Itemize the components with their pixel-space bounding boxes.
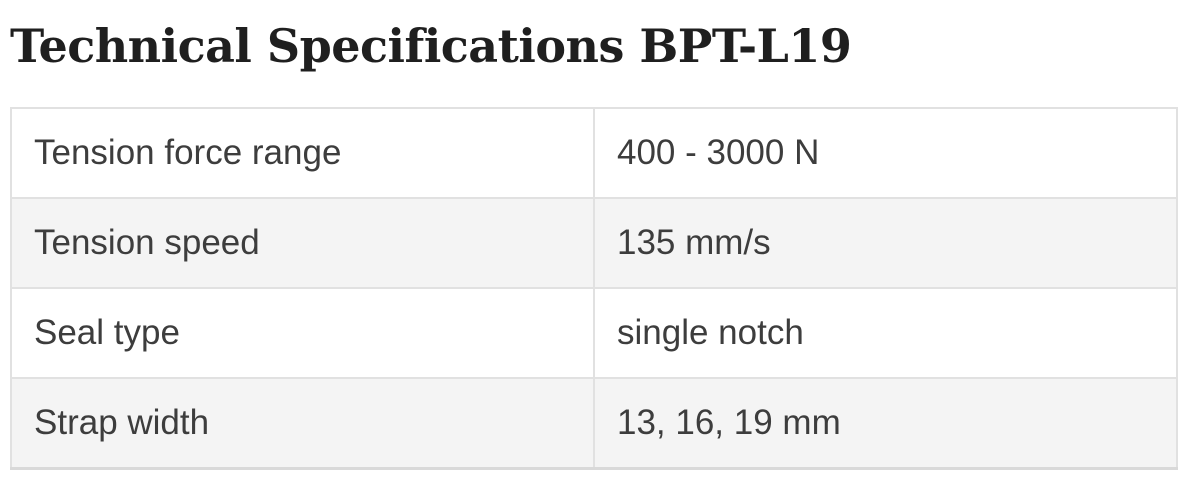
spec-value-cell: 135 mm/s <box>593 197 1178 289</box>
spec-table-body: Tension force range 400 - 3000 N Tension… <box>10 107 1178 470</box>
spec-label-cell: Seal type <box>10 287 595 379</box>
table-row: Seal type single notch <box>10 287 1178 379</box>
spec-value-cell: single notch <box>593 287 1178 379</box>
spec-value-cell: 400 - 3000 N <box>593 107 1178 199</box>
spec-table: Tension force range 400 - 3000 N Tension… <box>10 107 1178 470</box>
spec-label-cell: Tension force range <box>10 107 595 199</box>
table-row: Tension force range 400 - 3000 N <box>10 107 1178 199</box>
spec-label-cell: Strap width <box>10 377 595 470</box>
content: Technical Specifications BPT-L19 Tension… <box>10 19 1178 470</box>
spec-value-cell: 13, 16, 19 mm <box>593 377 1178 470</box>
table-row: Strap width 13, 16, 19 mm <box>10 377 1178 470</box>
page-title: Technical Specifications BPT-L19 <box>10 19 852 73</box>
spec-label-cell: Tension speed <box>10 197 595 289</box>
table-row: Tension speed 135 mm/s <box>10 197 1178 289</box>
